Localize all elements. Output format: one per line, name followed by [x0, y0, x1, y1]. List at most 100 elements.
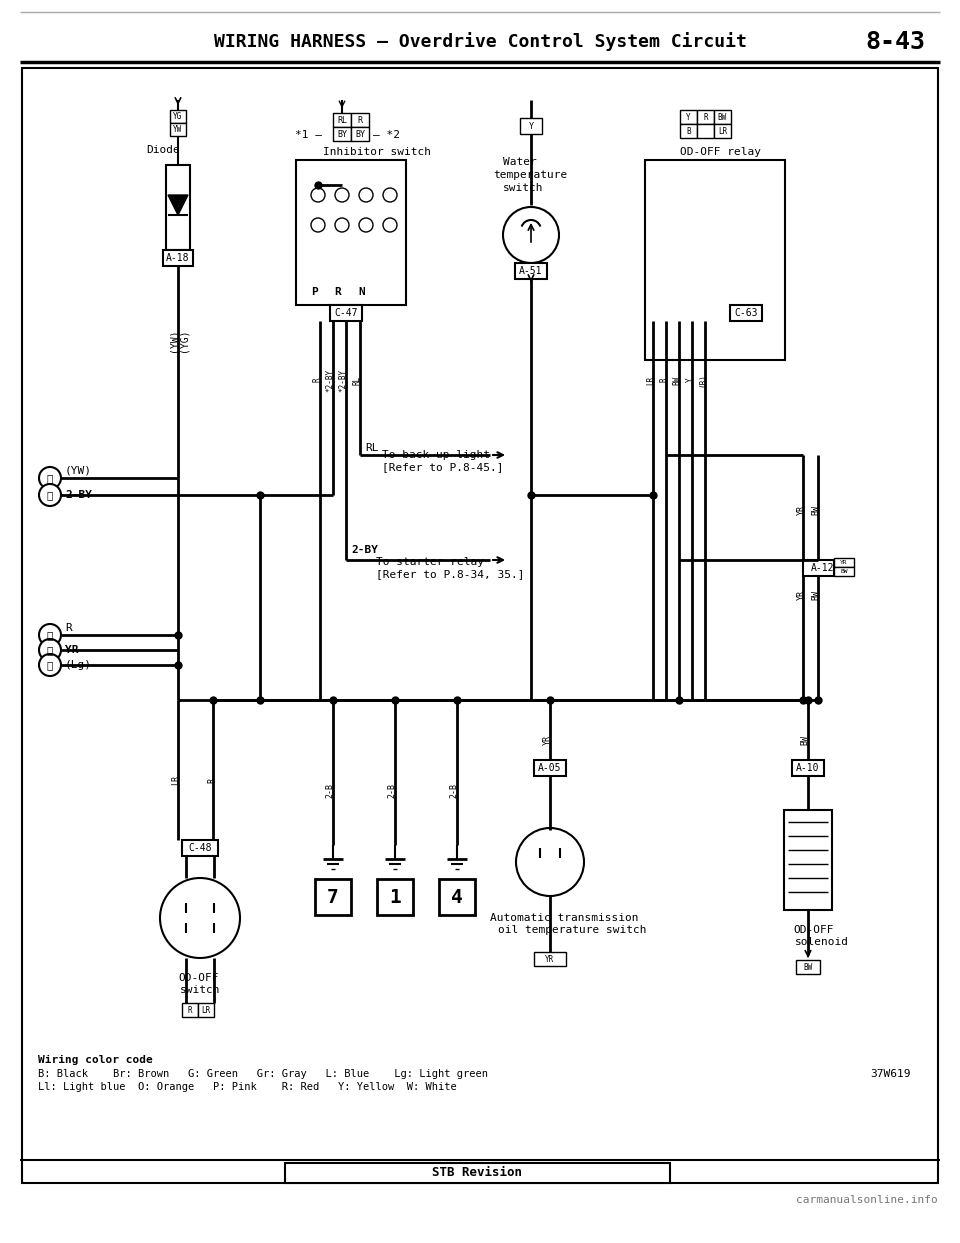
Text: R: R [703, 113, 708, 122]
Text: 4: 4 [451, 888, 463, 906]
Text: Ll: Light blue  O: Orange   P: Pink    R: Red   Y: Yellow  W: White: Ll: Light blue O: Orange P: Pink R: Red … [38, 1081, 457, 1093]
Text: To back-up light: To back-up light [382, 450, 490, 460]
Text: OD-OFF relay: OD-OFF relay [680, 147, 761, 157]
Bar [170, 109, 186, 123]
Text: BW: BW [804, 962, 812, 972]
Text: 2-B: 2-B [325, 783, 334, 798]
Text: A-18: A-18 [166, 254, 190, 264]
Text: BW: BW [801, 735, 809, 745]
Text: switch: switch [180, 984, 221, 994]
Circle shape [39, 639, 61, 661]
Text: BY: BY [355, 129, 365, 138]
Circle shape [335, 218, 349, 232]
Text: carmanualsonline.info: carmanualsonline.info [796, 1195, 938, 1204]
Text: A-10: A-10 [796, 763, 820, 773]
Text: (Lg): (Lg) [65, 660, 92, 670]
Text: C-48: C-48 [188, 843, 212, 853]
Bar [333, 113, 351, 127]
Circle shape [335, 188, 349, 203]
Bar [166, 165, 190, 250]
Text: 1: 1 [389, 888, 401, 906]
Bar [697, 109, 714, 124]
Text: ②: ② [47, 490, 53, 500]
Text: YR: YR [542, 735, 551, 745]
Text: (YG): (YG) [178, 328, 188, 352]
Bar [296, 160, 406, 305]
Text: B: Black    Br: Brown   G: Green   Gr: Gray   L: Blue    Lg: Light green: B: Black Br: Brown G: Green Gr: Gray L: … [38, 1069, 488, 1079]
Text: RL: RL [337, 116, 347, 124]
Text: Wiring color code: Wiring color code [38, 1055, 153, 1065]
Bar [351, 127, 369, 140]
Circle shape [311, 218, 325, 232]
Bar [333, 127, 351, 140]
Text: switch: switch [503, 183, 543, 193]
Text: BW: BW [840, 568, 848, 573]
Circle shape [359, 218, 373, 232]
Bar [796, 960, 820, 975]
Text: R: R [335, 287, 342, 297]
Bar [730, 305, 762, 321]
Text: oil temperature switch: oil temperature switch [498, 925, 646, 935]
Text: BW: BW [718, 113, 727, 122]
Bar [534, 952, 566, 966]
Text: Y: Y [685, 378, 694, 383]
Text: YR: YR [797, 505, 805, 515]
Text: BW: BW [811, 590, 821, 600]
Text: ④: ④ [47, 645, 53, 655]
Bar [315, 879, 351, 915]
Polygon shape [168, 195, 188, 215]
Bar [285, 1163, 670, 1183]
Text: ③: ③ [47, 630, 53, 640]
Bar [784, 810, 832, 910]
Text: — *2: — *2 [373, 131, 400, 140]
Text: 8-43: 8-43 [865, 30, 925, 53]
Bar [170, 123, 186, 135]
Text: 2-B: 2-B [449, 783, 459, 798]
Text: WIRING HARNESS – Overdrive Control System Circuit: WIRING HARNESS – Overdrive Control Syste… [213, 32, 747, 51]
Text: A-51: A-51 [519, 266, 542, 276]
Text: C-47: C-47 [334, 308, 358, 318]
Text: OD-OFF: OD-OFF [178, 973, 219, 983]
Text: Inhibitor switch: Inhibitor switch [323, 147, 431, 157]
Text: Y: Y [686, 113, 691, 122]
Bar [714, 109, 731, 124]
Text: 2-B: 2-B [388, 783, 396, 798]
Bar [680, 124, 697, 138]
Bar [834, 558, 854, 567]
Circle shape [39, 484, 61, 506]
Bar [439, 879, 475, 915]
Bar [792, 759, 824, 776]
Text: *2-BY: *2-BY [325, 368, 334, 392]
Circle shape [516, 828, 584, 896]
Text: BY: BY [337, 129, 347, 138]
Bar [163, 250, 193, 266]
Text: ①: ① [47, 474, 53, 484]
Text: Diode: Diode [146, 145, 180, 155]
Circle shape [39, 467, 61, 488]
Circle shape [160, 878, 240, 958]
Bar [182, 840, 218, 856]
Circle shape [503, 208, 559, 264]
Text: *1 —: *1 — [295, 131, 322, 140]
Text: YR: YR [545, 955, 555, 963]
Text: R: R [660, 378, 668, 383]
Bar [377, 879, 413, 915]
Text: RL: RL [352, 375, 362, 384]
Text: [Refer to P.8-45.]: [Refer to P.8-45.] [382, 462, 503, 472]
Bar [803, 561, 834, 576]
Text: YR: YR [65, 645, 79, 655]
Text: 37W619: 37W619 [870, 1069, 910, 1079]
Text: R: R [207, 778, 217, 783]
Bar [714, 124, 731, 138]
Text: BW: BW [673, 375, 682, 384]
Text: solenoid: solenoid [795, 937, 849, 947]
Bar [834, 567, 854, 576]
Circle shape [383, 188, 397, 203]
Text: temperature: temperature [493, 170, 567, 180]
Text: [Refer to P.8-34, 35.]: [Refer to P.8-34, 35.] [376, 569, 524, 579]
Text: LR: LR [718, 127, 727, 135]
Text: R: R [313, 378, 322, 383]
Text: Y: Y [529, 122, 534, 131]
Text: (YW): (YW) [65, 465, 92, 475]
Text: A-12: A-12 [811, 563, 834, 573]
